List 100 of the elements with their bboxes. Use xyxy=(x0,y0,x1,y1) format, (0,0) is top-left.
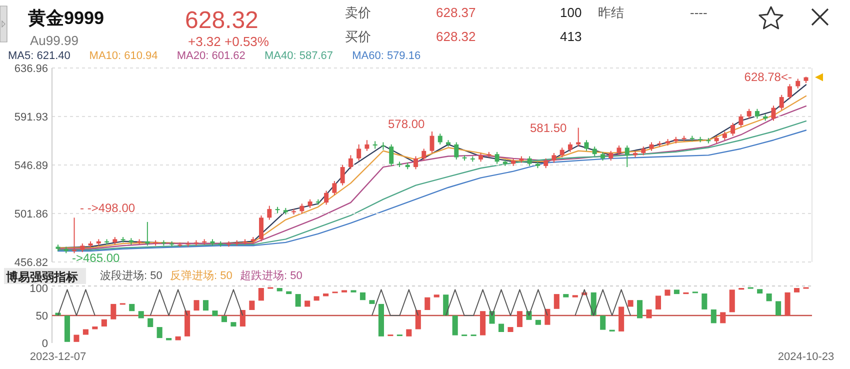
bar xyxy=(776,301,782,316)
candlestick xyxy=(544,158,548,169)
text: MA10: 610.94 xyxy=(89,50,158,62)
candlestick xyxy=(389,144,394,166)
text: MA20: 601.62 xyxy=(176,50,246,62)
bar xyxy=(498,324,504,332)
candlestick xyxy=(267,205,272,220)
y-tick-label: 546.89 xyxy=(14,160,48,172)
bar xyxy=(101,319,107,326)
candlestick xyxy=(356,144,362,162)
candlestick xyxy=(438,133,442,145)
y-tick-label: 100 xyxy=(30,282,48,295)
candlestick xyxy=(796,78,800,89)
bar xyxy=(434,294,440,298)
bar xyxy=(554,294,560,309)
candlestick xyxy=(616,144,622,156)
bar xyxy=(184,310,190,336)
bar xyxy=(443,294,449,316)
bar xyxy=(360,292,366,300)
bar xyxy=(766,294,772,302)
bar xyxy=(415,310,421,330)
text: MA5: 621.40 xyxy=(8,50,70,62)
bar xyxy=(535,320,541,325)
x-tick-label: 2023-12-07 xyxy=(30,351,86,363)
annotation: 628.78<- xyxy=(744,70,792,84)
bar xyxy=(323,294,329,296)
candlestick xyxy=(332,180,337,196)
candlestick xyxy=(324,190,329,206)
bar xyxy=(92,326,98,330)
text: 买价 xyxy=(345,29,371,44)
y-tick-label: 591.93 xyxy=(14,111,48,124)
candlestick xyxy=(738,114,744,128)
bar xyxy=(628,300,634,307)
bar xyxy=(378,304,384,336)
bar xyxy=(480,311,486,336)
candlestick xyxy=(454,142,459,160)
bar xyxy=(424,297,430,310)
bar xyxy=(295,294,301,307)
bar xyxy=(230,322,236,326)
text: 超跌进场: 50 xyxy=(240,269,302,282)
x-tick-label: 2024-10-23 xyxy=(778,351,834,363)
annotation: 581.50 xyxy=(530,121,568,135)
candlestick xyxy=(788,84,792,100)
bar xyxy=(314,296,320,301)
bar xyxy=(729,290,735,312)
candlestick xyxy=(624,144,630,168)
text: 昨结 xyxy=(598,5,624,20)
text: 628.32 xyxy=(436,29,476,44)
bar xyxy=(138,311,144,318)
bar xyxy=(202,300,209,311)
bar xyxy=(369,300,375,304)
bar xyxy=(156,327,162,338)
candlestick xyxy=(414,156,418,170)
bar xyxy=(702,294,708,310)
text: 628.32 xyxy=(185,7,258,34)
candlestick xyxy=(754,108,760,120)
bar xyxy=(82,329,88,335)
candlestick xyxy=(568,142,572,152)
bar xyxy=(618,306,624,332)
candlestick xyxy=(592,146,597,157)
bar xyxy=(148,318,154,328)
bar xyxy=(508,327,514,332)
text: +3.32 +0.53% xyxy=(188,34,270,49)
bar xyxy=(249,300,255,310)
candlestick xyxy=(608,150,614,162)
bar xyxy=(784,292,790,316)
bar xyxy=(221,316,227,322)
candlestick xyxy=(259,215,264,242)
bar xyxy=(674,290,680,294)
bar xyxy=(276,288,282,292)
text: 100 xyxy=(560,5,582,20)
annotation: ->465.00 xyxy=(72,251,120,265)
candlestick xyxy=(494,151,500,164)
candlestick xyxy=(422,148,426,162)
candlestick xyxy=(300,203,304,214)
bar xyxy=(710,309,716,324)
text: 反弹进场: 50 xyxy=(170,269,232,282)
chart-subtitle: Au99.99 xyxy=(30,33,78,48)
text: MA60: 579.16 xyxy=(352,50,421,62)
text: 628.37 xyxy=(436,5,476,20)
text: MA40: 587.67 xyxy=(264,50,333,62)
bar xyxy=(637,300,643,318)
bar xyxy=(794,288,800,292)
candlestick xyxy=(746,108,752,120)
text: 413 xyxy=(560,29,582,44)
candlestick xyxy=(364,140,370,152)
bar xyxy=(720,312,726,324)
bar xyxy=(110,304,116,320)
bar xyxy=(563,294,569,298)
annotation: - ->498.00 xyxy=(80,201,136,215)
candlestick xyxy=(72,217,76,254)
candlestick xyxy=(145,221,150,246)
bar xyxy=(646,309,652,318)
bar xyxy=(175,336,181,340)
bar xyxy=(452,316,458,336)
bar xyxy=(304,300,310,307)
bar xyxy=(194,300,200,311)
bar xyxy=(258,288,264,301)
candlestick xyxy=(560,147,564,158)
candlestick xyxy=(576,127,581,148)
